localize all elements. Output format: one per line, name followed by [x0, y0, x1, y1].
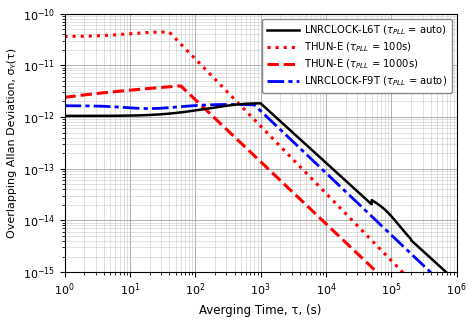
- LNRCLOCK-F9T ($\tau_{PLL}$ = auto): [227, 102, 232, 106]
- Legend: LNRCLOCK-L6T ($\tau_{PLL}$ = auto), THUN-E ($\tau_{PLL}$ = 100s), THUN-E ($\tau_: LNRCLOCK-L6T ($\tau_{PLL}$ = auto), THUN…: [262, 18, 452, 93]
- LNRCLOCK-F9T ($\tau_{PLL}$ = auto): [371, 216, 376, 220]
- LNRCLOCK-F9T ($\tau_{PLL}$ = auto): [253, 104, 258, 108]
- THUN-E ($\tau_{PLL}$ = 1000s): [253, 155, 258, 159]
- LNRCLOCK-F9T ($\tau_{PLL}$ = auto): [62, 104, 67, 108]
- Line: THUN-E ($\tau_{PLL}$ = 100s): THUN-E ($\tau_{PLL}$ = 100s): [64, 32, 457, 324]
- Line: THUN-E ($\tau_{PLL}$ = 1000s): THUN-E ($\tau_{PLL}$ = 1000s): [64, 86, 457, 324]
- THUN-E ($\tau_{PLL}$ = 100s): [242, 108, 248, 112]
- LNRCLOCK-F9T ($\tau_{PLL}$ = auto): [242, 103, 248, 107]
- LNRCLOCK-F9T ($\tau_{PLL}$ = auto): [454, 295, 460, 299]
- THUN-E ($\tau_{PLL}$ = 1000s): [82, 93, 87, 97]
- X-axis label: Averging Time, τ, (s): Averging Time, τ, (s): [200, 304, 322, 317]
- LNRCLOCK-L6T ($\tau_{PLL}$ = auto): [82, 114, 87, 118]
- Line: LNRCLOCK-L6T ($\tau_{PLL}$ = auto): LNRCLOCK-L6T ($\tau_{PLL}$ = auto): [64, 103, 457, 282]
- THUN-E ($\tau_{PLL}$ = 1000s): [242, 145, 248, 149]
- LNRCLOCK-F9T ($\tau_{PLL}$ = auto): [443, 284, 448, 288]
- THUN-E ($\tau_{PLL}$ = 100s): [82, 34, 87, 38]
- LNRCLOCK-L6T ($\tau_{PLL}$ = auto): [242, 102, 248, 106]
- THUN-E ($\tau_{PLL}$ = 100s): [160, 30, 165, 34]
- LNRCLOCK-F9T ($\tau_{PLL}$ = auto): [443, 284, 448, 288]
- Line: LNRCLOCK-F9T ($\tau_{PLL}$ = auto): LNRCLOCK-F9T ($\tau_{PLL}$ = auto): [64, 104, 457, 297]
- LNRCLOCK-F9T ($\tau_{PLL}$ = auto): [82, 104, 87, 108]
- THUN-E ($\tau_{PLL}$ = 100s): [371, 240, 376, 244]
- LNRCLOCK-L6T ($\tau_{PLL}$ = auto): [252, 101, 258, 105]
- THUN-E ($\tau_{PLL}$ = 100s): [443, 314, 448, 318]
- THUN-E ($\tau_{PLL}$ = 1000s): [62, 95, 67, 99]
- LNRCLOCK-L6T ($\tau_{PLL}$ = auto): [443, 270, 448, 273]
- THUN-E ($\tau_{PLL}$ = 100s): [253, 119, 258, 123]
- THUN-E ($\tau_{PLL}$ = 1000s): [371, 267, 376, 271]
- LNRCLOCK-L6T ($\tau_{PLL}$ = auto): [62, 114, 67, 118]
- THUN-E ($\tau_{PLL}$ = 100s): [62, 34, 67, 38]
- Y-axis label: Overlapping Allan Deviation, σᵧ(τ): Overlapping Allan Deviation, σᵧ(τ): [7, 48, 17, 238]
- LNRCLOCK-L6T ($\tau_{PLL}$ = auto): [443, 270, 448, 273]
- THUN-E ($\tau_{PLL}$ = 1000s): [178, 84, 183, 88]
- LNRCLOCK-L6T ($\tau_{PLL}$ = auto): [258, 101, 264, 105]
- LNRCLOCK-L6T ($\tau_{PLL}$ = auto): [371, 199, 376, 203]
- LNRCLOCK-L6T ($\tau_{PLL}$ = auto): [454, 280, 460, 284]
- THUN-E ($\tau_{PLL}$ = 100s): [443, 314, 448, 318]
